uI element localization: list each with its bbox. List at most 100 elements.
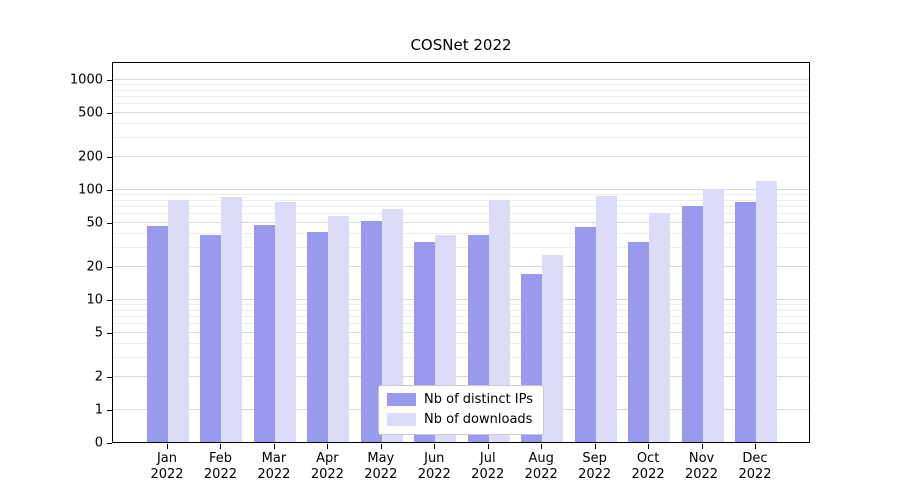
gridline-minor [113,194,809,196]
x-tick-mark [327,444,329,449]
bar-nb-of-distinct-ips [628,241,650,442]
x-tick-mark [594,444,596,449]
x-tick-label: Nov 2022 [684,451,719,483]
gridline-minor [113,304,809,306]
bar-nb-of-downloads [381,208,403,442]
gridline-minor [113,96,809,98]
x-tick-label: Feb 2022 [203,451,237,483]
x-tick-label: Apr 2022 [310,451,344,483]
bar-nb-of-distinct-ips [574,227,596,442]
bar-nb-of-distinct-ips [360,221,382,442]
bar-nb-of-downloads [595,195,617,442]
y-tick-label: 100 [78,182,103,198]
gridline-minor [113,206,809,208]
legend-item: Nb of distinct IPs [387,392,533,407]
bar-nb-of-downloads [274,201,296,442]
bar-nb-of-downloads [756,181,777,442]
gridline-major [113,189,809,190]
y-tick-label: 5 [94,325,103,341]
bar-nb-of-downloads [702,189,724,442]
gridline-minor [113,342,809,344]
bar-nb-of-downloads [168,199,189,442]
legend: Nb of distinct IPs Nb of downloads [378,385,544,435]
x-tick-label: Mar 2022 [257,451,291,483]
y-tick-label: 10 [86,292,103,308]
gridline-minor [113,199,809,201]
gridline-major [113,375,809,377]
gridline-minor [113,232,809,234]
y-tick-mark [107,223,112,225]
y-tick-label: 50 [86,215,103,231]
legend-label: Nb of distinct IPs [424,392,533,407]
y-tick-label: 2 [94,369,103,385]
y-tick-mark [107,113,112,115]
y-tick-mark [107,410,112,411]
x-tick-label: May 2022 [364,451,398,483]
bar-nb-of-distinct-ips [307,231,329,442]
y-tick-label: 1000 [69,72,103,88]
y-tick-mark [107,266,112,268]
x-tick-mark [541,444,543,449]
gridline-minor [113,309,809,311]
x-tick-mark [487,444,489,449]
x-tick-label: Jun 2022 [417,451,451,483]
gridline-major [113,79,809,80]
y-tick-label: 0 [94,435,103,451]
plot-area: Nb of distinct IPs Nb of downloads [112,62,810,443]
gridline-minor [113,122,809,124]
x-tick-label: Jul 2022 [471,451,505,483]
y-tick-mark [107,443,112,444]
bar-nb-of-distinct-ips [147,226,168,442]
bar-nb-of-distinct-ips [735,202,756,442]
y-tick-label: 500 [78,105,103,121]
y-tick-mark [107,156,112,158]
gridline-minor [113,84,809,86]
x-tick-mark [167,444,168,449]
x-tick-mark [380,444,382,449]
y-tick-mark [107,300,112,301]
gridline-minor [113,323,809,325]
bar-nb-of-downloads [542,255,564,442]
x-tick-mark [220,444,222,449]
gridline-minor [113,213,809,215]
gridline-minor [113,89,809,91]
bar-nb-of-distinct-ips [253,225,275,442]
x-tick-mark [273,444,275,449]
gridline-major [113,222,809,224]
y-tick-mark [107,190,112,191]
legend-swatch-nb-of-downloads [387,413,417,426]
legend-label: Nb of downloads [424,412,533,427]
gridline-minor [113,136,809,138]
gridline-major [113,265,809,267]
gridline-minor [113,103,809,105]
gridline-major [113,112,809,114]
y-tick-mark [107,333,112,335]
bar-nb-of-downloads [488,199,510,442]
x-tick-label: Aug 2022 [524,451,558,483]
x-tick-mark [701,444,703,449]
gridline-minor [113,246,809,248]
y-tick-label: 20 [86,259,103,275]
bar-nb-of-downloads [328,215,350,442]
legend-swatch-nb-of-distinct-ips [387,393,417,406]
gridline-minor [113,356,809,358]
y-tick-label: 200 [78,149,103,165]
gridline-minor [113,316,809,318]
gridline-major [113,299,809,300]
legend-item: Nb of downloads [387,412,533,427]
bar-nb-of-downloads [649,213,671,442]
x-tick-mark [648,444,650,449]
y-tick-mark [107,376,112,378]
y-tick-label: 1 [94,402,103,418]
x-tick-mark [755,444,756,449]
x-tick-label: Jan 2022 [150,451,184,483]
gridline-major [113,332,809,334]
gridline-major [113,155,809,157]
chart-title: COSNet 2022 [410,36,512,54]
x-tick-label: Oct 2022 [631,451,665,483]
x-tick-label: Dec 2022 [738,451,772,483]
x-tick-label: Sep 2022 [578,451,612,483]
bar-nb-of-distinct-ips [681,206,703,442]
bar-nb-of-downloads [221,197,243,442]
